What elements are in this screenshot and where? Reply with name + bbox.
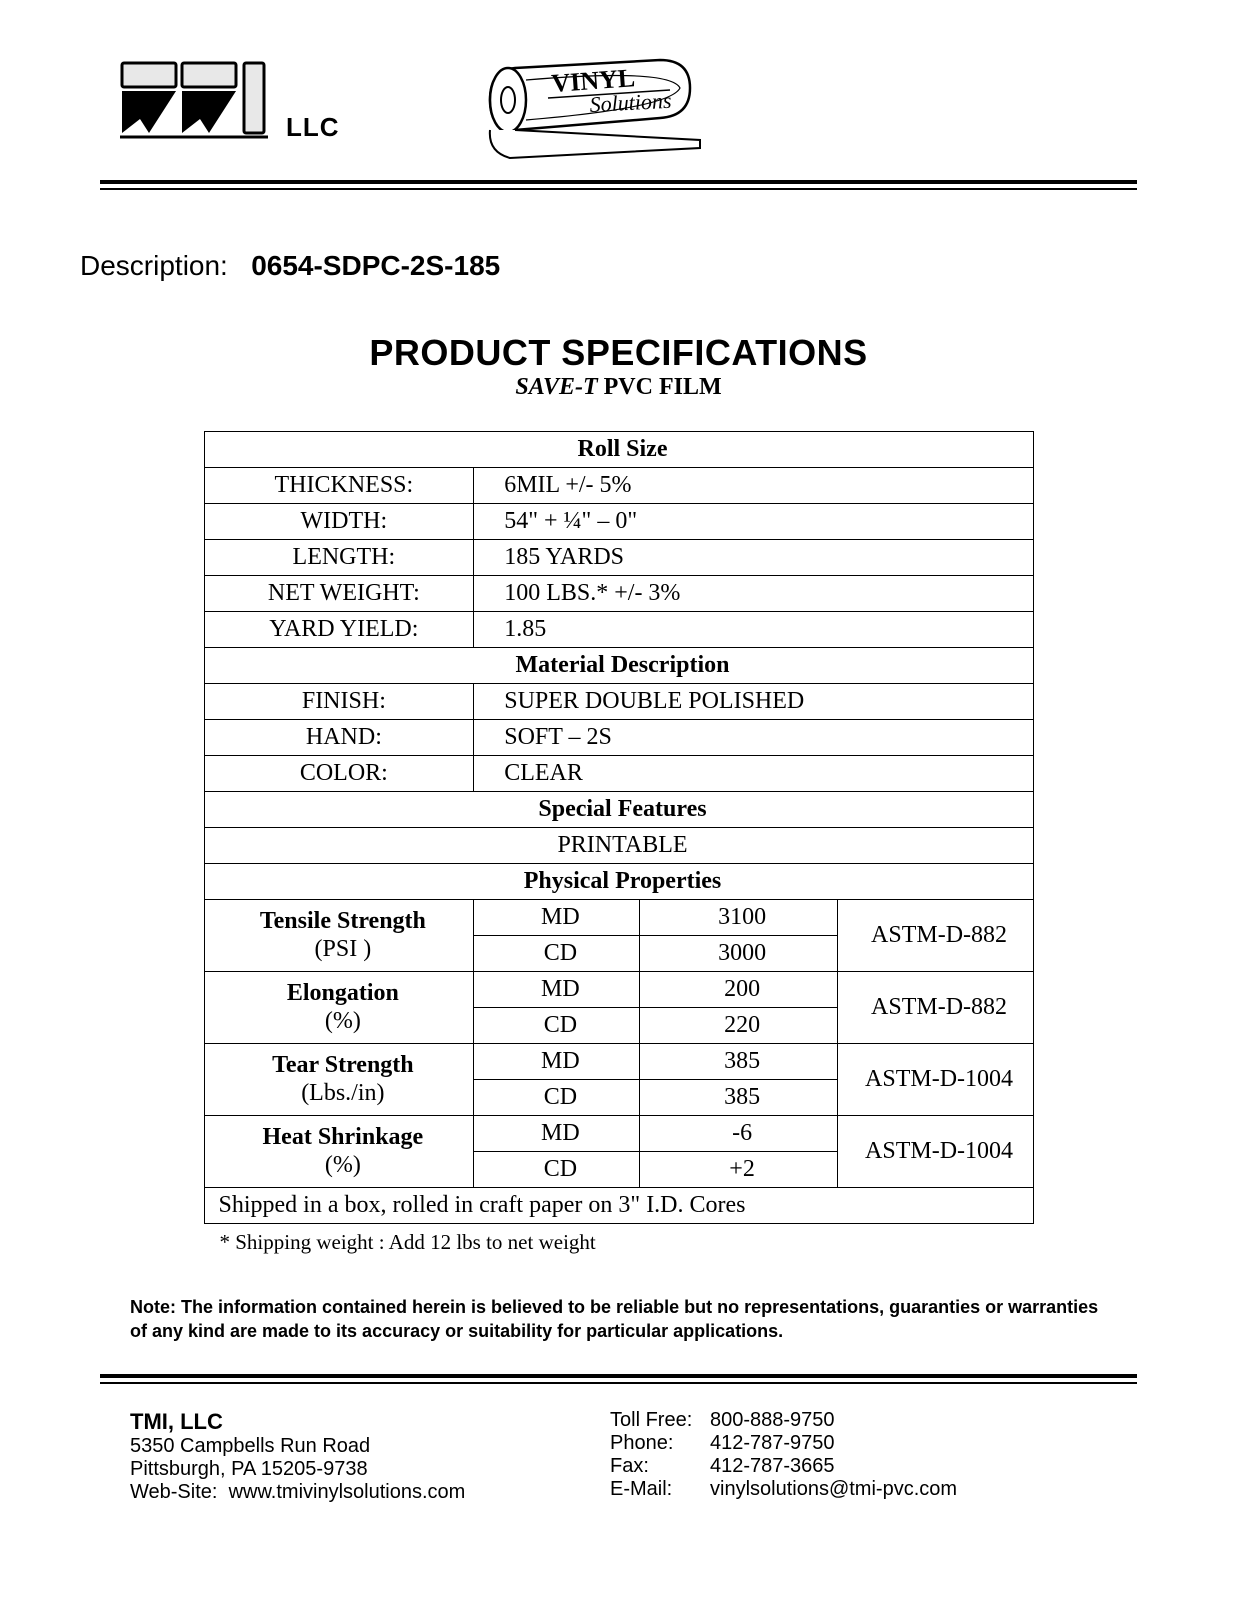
roll-icon: VINYL Solutions [460, 40, 710, 160]
material-label: HAND: [204, 720, 474, 756]
material-value: CLEAR [474, 756, 1033, 792]
roll-size-value: 54" + ¼" – 0" [474, 504, 1033, 540]
description-label: Description: [80, 250, 228, 281]
roll-size-value: 100 LBS.* +/- 3% [474, 576, 1033, 612]
contact-label: Toll Free: [610, 1409, 710, 1432]
prop-name: Tear Strength(Lbs./in) [204, 1044, 474, 1116]
prop-dir-cd: CD [474, 936, 639, 972]
vinyl-solutions-logo: VINYL Solutions [460, 40, 710, 160]
contact-label: Fax: [610, 1455, 710, 1478]
prop-val-cd: 220 [639, 1008, 837, 1044]
prop-dir-md: MD [474, 1116, 639, 1152]
prop-dir-md: MD [474, 972, 639, 1008]
prop-val-cd: 3000 [639, 936, 837, 972]
footer: TMI, LLC 5350 Campbells Run Road Pittsbu… [130, 1409, 1107, 1504]
material-value: SOFT – 2S [474, 720, 1033, 756]
header-row: LLC VINYL Solutions [120, 40, 1137, 160]
material-label: FINISH: [204, 684, 474, 720]
prop-name: Elongation(%) [204, 972, 474, 1044]
prop-dir-cd: CD [474, 1080, 639, 1116]
website-line: Web-Site: www.tmivinylsolutions.com [130, 1481, 500, 1504]
logo-suffix: LLC [286, 112, 340, 143]
prop-val-cd: 385 [639, 1080, 837, 1116]
prop-val-cd: +2 [639, 1152, 837, 1188]
title-block: PRODUCT SPECIFICATIONS SAVE-T PVC FILM [100, 332, 1137, 401]
prop-val-md: 385 [639, 1044, 837, 1080]
disclaimer-note: Note: The information contained herein i… [130, 1295, 1107, 1344]
prop-dir-md: MD [474, 1044, 639, 1080]
website-value: www.tmivinylsolutions.com [229, 1481, 466, 1503]
contact-row: Phone:412-787-9750 [610, 1432, 1107, 1455]
roll-size-label: THICKNESS: [204, 468, 474, 504]
section-material: Material Description [204, 648, 1033, 684]
footer-contacts: Toll Free:800-888-9750Phone:412-787-9750… [610, 1409, 1107, 1504]
prop-dir-cd: CD [474, 1152, 639, 1188]
prop-dir-md: MD [474, 900, 639, 936]
prop-val-md: 200 [639, 972, 837, 1008]
subtitle: SAVE-T PVC FILM [100, 374, 1137, 401]
contact-value: 412-787-3665 [710, 1455, 835, 1478]
roll-size-value: 1.85 [474, 612, 1033, 648]
address-line-1: 5350 Campbells Run Road [130, 1435, 500, 1458]
spec-table: Roll Size THICKNESS:6MIL +/- 5%WIDTH:54"… [204, 431, 1034, 1224]
material-value: SUPER DOUBLE POLISHED [474, 684, 1033, 720]
prop-std: ASTM-D-1004 [837, 1044, 1033, 1116]
contact-label: E-Mail: [610, 1478, 710, 1501]
material-label: COLOR: [204, 756, 474, 792]
prop-val-md: 3100 [639, 900, 837, 936]
prop-val-md: -6 [639, 1116, 837, 1152]
shipping-note: Shipped in a box, rolled in craft paper … [204, 1188, 1033, 1224]
roll-size-label: LENGTH: [204, 540, 474, 576]
prop-std: ASTM-D-882 [837, 972, 1033, 1044]
prop-std: ASTM-D-882 [837, 900, 1033, 972]
subtitle-rest: PVC FILM [598, 374, 722, 400]
feature-value: PRINTABLE [204, 828, 1033, 864]
contact-label: Phone: [610, 1432, 710, 1455]
section-features: Special Features [204, 792, 1033, 828]
footer-address: TMI, LLC 5350 Campbells Run Road Pittsbu… [130, 1409, 500, 1504]
contact-row: Fax:412-787-3665 [610, 1455, 1107, 1478]
prop-name: Heat Shrinkage(%) [204, 1116, 474, 1188]
description-line: Description: 0654-SDPC-2S-185 [80, 250, 1137, 282]
roll-size-label: YARD YIELD: [204, 612, 474, 648]
contact-row: Toll Free:800-888-9750 [610, 1409, 1107, 1432]
tmi-logo: LLC [120, 55, 340, 145]
roll-size-value: 6MIL +/- 5% [474, 468, 1033, 504]
website-label: Web-Site: [130, 1481, 217, 1503]
contact-value: 412-787-9750 [710, 1432, 835, 1455]
tmi-logo-icon [120, 55, 280, 145]
weight-footnote: * Shipping weight : Add 12 lbs to net we… [204, 1230, 1034, 1255]
top-rule [100, 180, 1137, 190]
page: LLC VINYL Solutions Description: 0654-SD… [0, 0, 1237, 1600]
address-line-2: Pittsburgh, PA 15205-9738 [130, 1458, 500, 1481]
contact-value: vinylsolutions@tmi-pvc.com [710, 1478, 957, 1501]
company-name: TMI, LLC [130, 1409, 500, 1435]
roll-size-label: NET WEIGHT: [204, 576, 474, 612]
section-physical: Physical Properties [204, 864, 1033, 900]
contact-row: E-Mail:vinylsolutions@tmi-pvc.com [610, 1478, 1107, 1501]
subtitle-italic: SAVE-T [515, 374, 597, 400]
prop-std: ASTM-D-1004 [837, 1116, 1033, 1188]
roll-size-label: WIDTH: [204, 504, 474, 540]
page-title: PRODUCT SPECIFICATIONS [100, 332, 1137, 374]
contact-value: 800-888-9750 [710, 1409, 835, 1432]
prop-dir-cd: CD [474, 1008, 639, 1044]
section-roll-size: Roll Size [204, 432, 1033, 468]
bottom-rule [100, 1374, 1137, 1384]
prop-name: Tensile Strength(PSI ) [204, 900, 474, 972]
roll-size-value: 185 YARDS [474, 540, 1033, 576]
description-value: 0654-SDPC-2S-185 [251, 250, 500, 281]
